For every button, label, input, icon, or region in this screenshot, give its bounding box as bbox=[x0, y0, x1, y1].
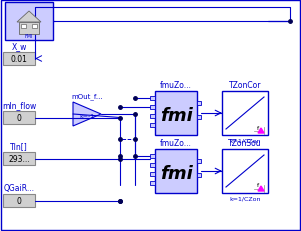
Text: TZonCor: TZonCor bbox=[229, 81, 261, 90]
Text: QGaiR...: QGaiR... bbox=[4, 183, 35, 192]
Polygon shape bbox=[258, 128, 264, 134]
Text: mIn_flow: mIn_flow bbox=[2, 100, 36, 109]
Bar bbox=[155, 92, 197, 135]
Bar bbox=[150, 115, 155, 119]
Text: 0: 0 bbox=[17, 113, 21, 122]
Polygon shape bbox=[17, 12, 41, 23]
Text: k=1/CZon: k=1/CZon bbox=[229, 196, 261, 201]
Bar bbox=[150, 154, 155, 158]
Text: building: building bbox=[12, 0, 46, 1]
Text: fmuZo...: fmuZo... bbox=[160, 81, 192, 90]
Bar bbox=[150, 172, 155, 176]
Bar bbox=[19, 23, 39, 35]
Text: TIn[]: TIn[] bbox=[10, 141, 28, 150]
Bar bbox=[32, 25, 37, 29]
Text: fmi: fmi bbox=[160, 164, 192, 182]
Bar bbox=[197, 102, 201, 106]
Bar bbox=[150, 181, 155, 185]
Text: 0.01: 0.01 bbox=[11, 55, 27, 64]
Bar bbox=[150, 123, 155, 128]
Bar bbox=[5, 3, 53, 41]
Text: fmi: fmi bbox=[160, 106, 192, 125]
Bar bbox=[155, 149, 197, 193]
Bar bbox=[3, 152, 35, 165]
Text: k=-1: k=-1 bbox=[79, 114, 95, 119]
Text: FMI: FMI bbox=[25, 33, 33, 38]
Text: f: f bbox=[257, 125, 259, 130]
Bar bbox=[21, 25, 26, 29]
Text: TZonSou: TZonSou bbox=[228, 138, 262, 147]
Text: 0: 0 bbox=[17, 196, 21, 205]
Text: X_w: X_w bbox=[11, 42, 27, 51]
Text: 293...: 293... bbox=[8, 154, 30, 163]
Bar bbox=[197, 116, 201, 119]
Bar bbox=[3, 53, 35, 66]
Text: k=1/CZon: k=1/CZon bbox=[229, 138, 261, 143]
Bar bbox=[197, 173, 201, 177]
Polygon shape bbox=[73, 103, 101, 126]
Bar bbox=[150, 106, 155, 109]
Bar bbox=[3, 194, 35, 207]
Text: f: f bbox=[257, 183, 259, 188]
Bar bbox=[222, 149, 268, 193]
Text: fmuZo...: fmuZo... bbox=[160, 138, 192, 147]
Polygon shape bbox=[258, 186, 264, 191]
Bar bbox=[150, 97, 155, 100]
Bar bbox=[197, 159, 201, 163]
Bar bbox=[150, 163, 155, 167]
Bar bbox=[222, 92, 268, 135]
Bar bbox=[3, 112, 35, 125]
Text: mOut_f...: mOut_f... bbox=[71, 93, 103, 100]
